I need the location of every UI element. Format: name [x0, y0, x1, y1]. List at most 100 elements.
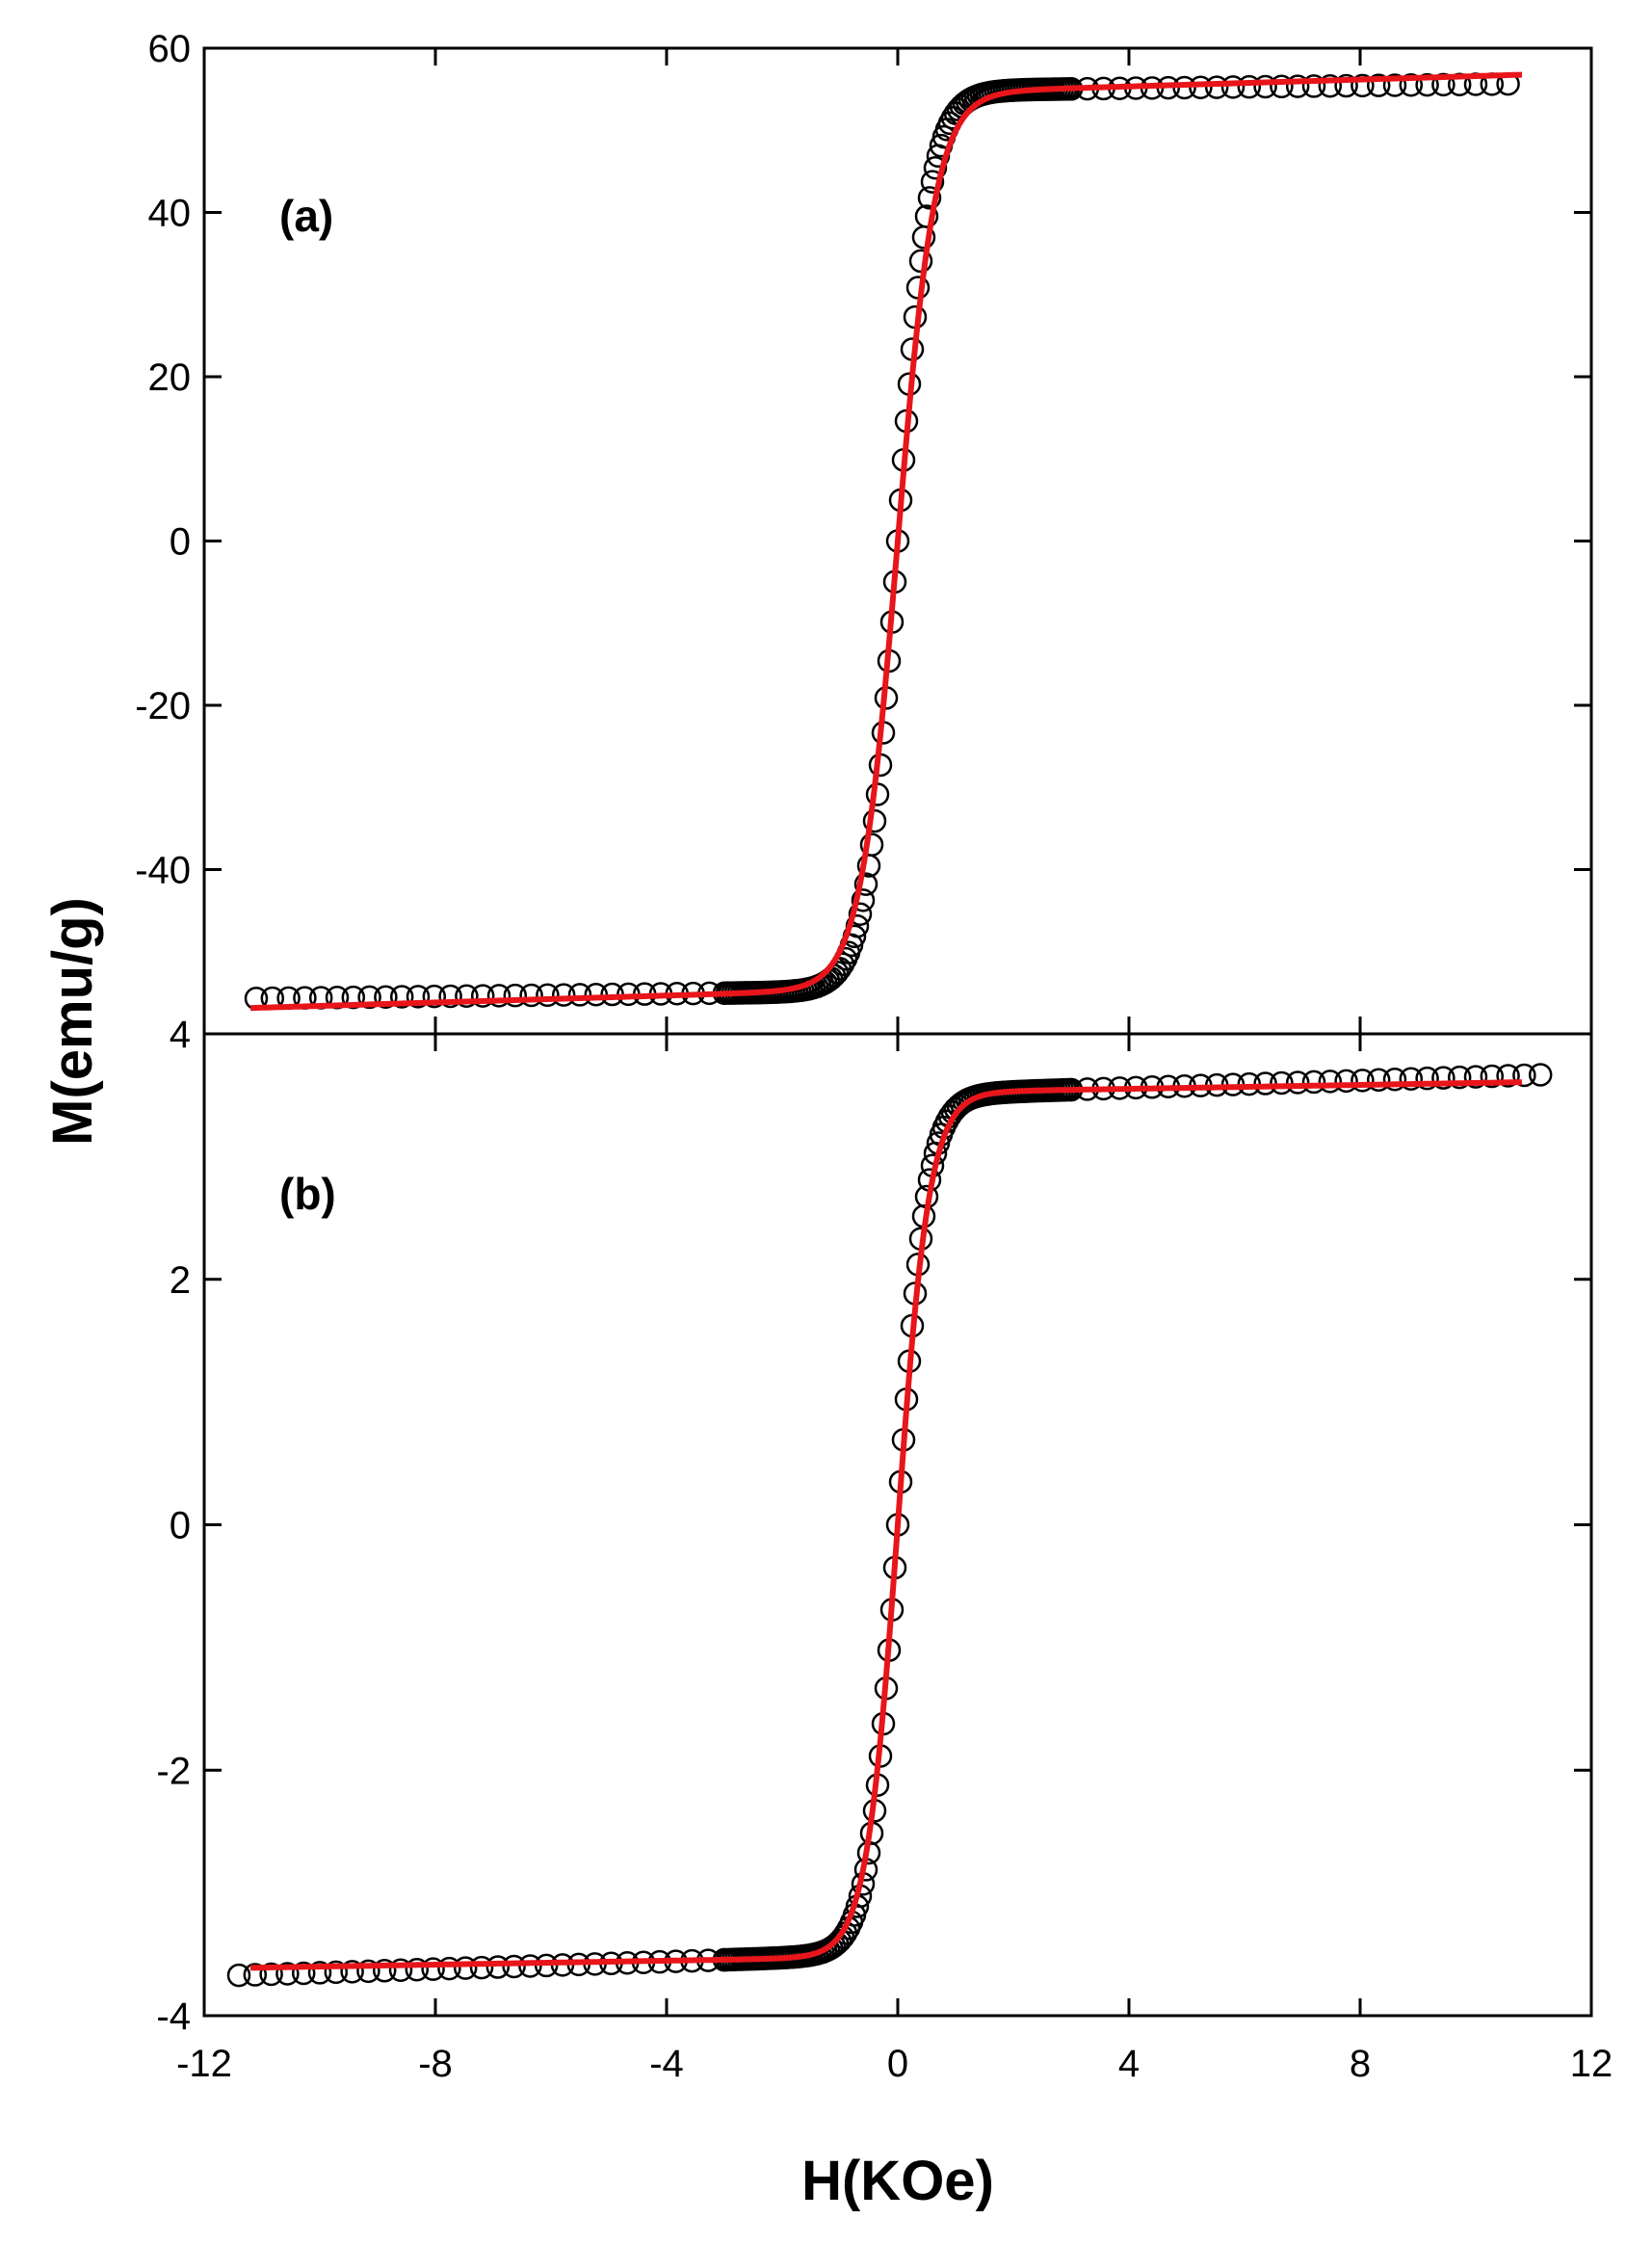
- data-point: [1366, 73, 1391, 97]
- data-point: [1318, 73, 1343, 98]
- data-point: [453, 1956, 478, 1980]
- x-tick-label: 12: [1570, 2043, 1613, 2085]
- data-point: [275, 1962, 300, 1986]
- data-point: [374, 985, 398, 1009]
- y-tick-label: 0: [170, 1505, 191, 1547]
- data-point: [848, 902, 873, 927]
- data-point: [437, 1956, 461, 1981]
- data-point: [1366, 1068, 1391, 1093]
- data-point: [357, 985, 381, 1010]
- measured-series: [244, 71, 1520, 1011]
- data-point: [1463, 1065, 1488, 1089]
- x-tick-label: 8: [1350, 2043, 1371, 2085]
- data-point: [389, 985, 414, 1009]
- data-point: [324, 1960, 349, 1985]
- data-point: [1431, 72, 1455, 97]
- data-point: [1496, 1064, 1520, 1088]
- data-point: [1415, 1066, 1439, 1091]
- data-point: [567, 983, 592, 1007]
- y-tick-label: -40: [135, 850, 191, 892]
- data-point: [259, 1962, 283, 1987]
- data-point: [920, 170, 945, 194]
- fit-line: [249, 1079, 1524, 1971]
- data-point: [859, 832, 884, 857]
- data-point: [1382, 73, 1407, 97]
- panel-a: 60 40 20 0 -20 -40 (a): [135, 28, 1593, 1036]
- data-point: [1431, 1066, 1455, 1090]
- data-point: [1480, 1064, 1505, 1089]
- data-point: [243, 1963, 268, 1987]
- data-point: [1301, 74, 1326, 98]
- y-tick-label: 40: [148, 193, 192, 235]
- data-point: [1399, 73, 1424, 97]
- data-point: [1253, 74, 1277, 99]
- y-tick-label: 60: [148, 28, 192, 70]
- x-tick-label: -4: [649, 2043, 684, 2085]
- data-point: [923, 155, 948, 180]
- data-point: [502, 1954, 526, 1979]
- data-point: [340, 1960, 364, 1984]
- y-tick-label: -2: [156, 1750, 191, 1792]
- y-axis-title: M(emu/g): [41, 897, 104, 1146]
- y-tick-label: 2: [170, 1259, 191, 1302]
- x-axis-title: H(KOe): [801, 2150, 994, 2212]
- data-point: [1399, 1067, 1424, 1091]
- data-point: [1350, 1069, 1375, 1093]
- data-point: [406, 985, 431, 1009]
- data-point: [470, 984, 495, 1008]
- data-point: [307, 1961, 332, 1985]
- data-point: [1237, 74, 1262, 99]
- data-point: [356, 1959, 380, 1984]
- panel-label: (a): [279, 191, 333, 241]
- data-point: [914, 204, 939, 228]
- data-point: [1285, 74, 1310, 98]
- y-tick-label: -4: [156, 1995, 191, 2038]
- data-point: [1512, 1063, 1536, 1088]
- x-tick-label: -12: [176, 2043, 232, 2085]
- data-point: [503, 983, 528, 1008]
- data-point: [1270, 1070, 1294, 1096]
- data-point: [405, 1957, 430, 1982]
- data-point: [536, 983, 560, 1008]
- data-point: [486, 984, 511, 1008]
- data-point: [1301, 1070, 1326, 1095]
- data-point: [1447, 1065, 1472, 1090]
- data-point: [853, 872, 878, 896]
- data-point: [1415, 72, 1439, 97]
- data-point: [372, 1959, 397, 1983]
- data-point: [1318, 1070, 1343, 1094]
- data-point: [455, 984, 479, 1009]
- data-point: [1382, 1068, 1407, 1092]
- data-point: [1334, 73, 1358, 98]
- y-tick-label: -20: [135, 685, 191, 727]
- data-point: [1334, 1069, 1358, 1094]
- data-point: [1528, 1063, 1553, 1087]
- y-tick-label: 4: [170, 1014, 191, 1056]
- data-point: [388, 1958, 413, 1982]
- data-point: [485, 1955, 511, 1979]
- x-tick-label: 0: [887, 2043, 908, 2085]
- data-point: [917, 186, 942, 210]
- data-point: [827, 1928, 852, 1953]
- data-point: [226, 1963, 251, 1988]
- data-point: [1270, 74, 1294, 99]
- data-point: [862, 808, 887, 833]
- x-tick-label: -8: [418, 2043, 453, 2085]
- fit-line: [249, 71, 1524, 1012]
- data-point: [519, 983, 543, 1008]
- data-point: [341, 985, 366, 1010]
- data-point: [422, 984, 447, 1009]
- data-point: [469, 1955, 494, 1980]
- data-point: [1350, 73, 1375, 98]
- data-point: [1220, 75, 1246, 99]
- data-point: [291, 1961, 316, 1986]
- y-tick-label: 0: [170, 521, 191, 564]
- panel-label: (b): [279, 1169, 336, 1219]
- x-tick-label: 4: [1118, 2043, 1140, 2085]
- data-point: [908, 249, 933, 274]
- y-tick-label: 20: [148, 357, 192, 399]
- measured-series: [226, 1063, 1553, 1988]
- data-point: [851, 888, 876, 912]
- data-point: [551, 983, 576, 1007]
